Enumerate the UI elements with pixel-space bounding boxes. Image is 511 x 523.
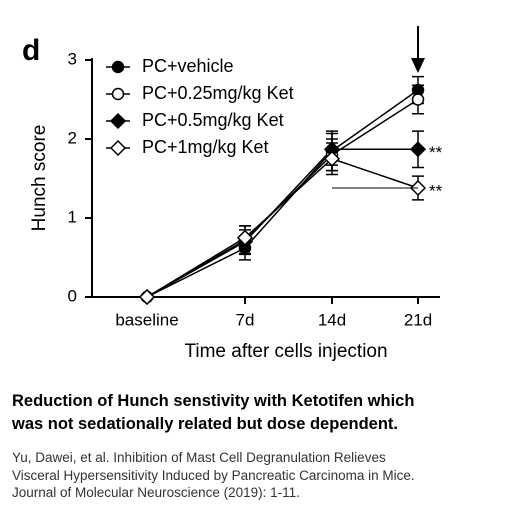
arrow (411, 26, 425, 73)
data-point (411, 93, 425, 106)
legend-marker (109, 112, 127, 130)
legend-marker (109, 139, 127, 157)
caption-line: Reduction of Hunch senstivity with Ketot… (12, 392, 415, 410)
caption-line: was not sedationally related but dose de… (12, 415, 398, 433)
y-axis-label: Hunch score (29, 125, 50, 232)
data-point (236, 229, 254, 246)
legend-marker (111, 60, 125, 74)
chart: d Hunch score Time after cells injection… (22, 26, 443, 362)
legend-label: PC+0.5mg/kg Ket (142, 110, 284, 130)
citation-line: Yu, Dawei, et al. Inhibition of Mast Cel… (12, 450, 386, 465)
y-tick-label: 0 (68, 286, 77, 305)
data-point (138, 288, 156, 306)
legend-label: PC+vehicle (142, 56, 234, 76)
legend-label: PC+0.25mg/kg Ket (142, 83, 294, 103)
citation-line: Journal of Molecular Neuroscience (2019)… (12, 485, 300, 500)
x-tick-label: 14d (318, 310, 346, 329)
caption: Reduction of Hunch senstivity with Ketot… (12, 390, 502, 436)
y-tick-label: 3 (68, 49, 77, 68)
annotation: ** (429, 143, 443, 162)
y-tick-label: 1 (68, 207, 77, 226)
series-line (146, 157, 419, 298)
citation: Yu, Dawei, et al. Inhibition of Mast Cel… (12, 449, 507, 502)
panel-label: d (22, 34, 40, 67)
x-tick-label: baseline (115, 310, 178, 329)
data-point (323, 150, 341, 167)
legend-marker (111, 87, 125, 101)
x-tick-label: 7d (236, 310, 255, 329)
x-axis-label: Time after cells injection (184, 341, 387, 362)
legend-label: PC+1mg/kg Ket (142, 137, 269, 157)
series-line (146, 148, 418, 298)
y-tick-label: 2 (68, 128, 77, 147)
series-line (146, 89, 419, 298)
citation-line: Visceral Hypersensitivity Induced by Pan… (12, 467, 415, 483)
x-tick-label: 21d (404, 310, 432, 329)
annotation: ** (429, 181, 443, 200)
